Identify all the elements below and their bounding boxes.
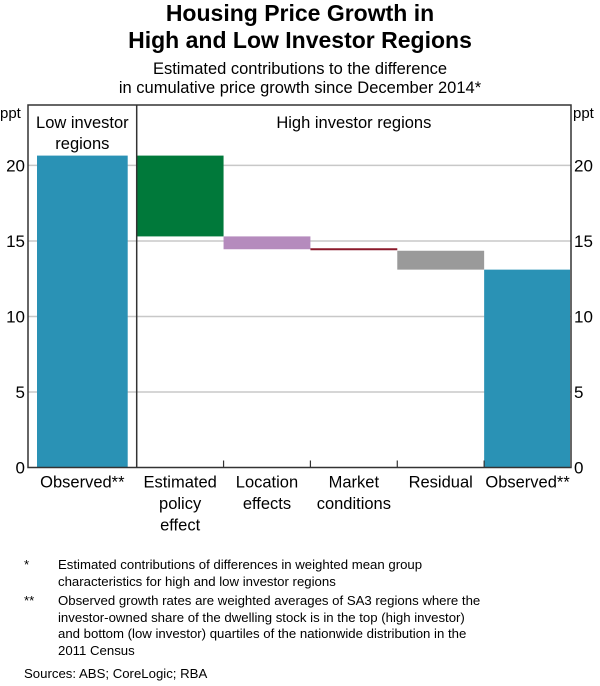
x-category-label: Market	[329, 474, 380, 492]
y-tick-label-right: 10	[574, 307, 593, 326]
chart-subtitle-line-1: Estimated contributions to the differenc…	[152, 60, 448, 78]
footnote-2-mark: **	[24, 593, 35, 608]
x-category-label: Estimated	[143, 474, 216, 492]
footnote-2-line: 2011 Census	[58, 642, 135, 658]
footnote-2-line: and bottom (low investor) quartiles of t…	[58, 626, 467, 641]
y-tick-label-left: 10	[6, 307, 25, 326]
x-category-label: Residual	[409, 474, 473, 492]
y-tick-label-left: 0	[16, 459, 25, 478]
footnote-1-mark: *	[24, 557, 30, 572]
bar-location-effects	[223, 236, 311, 250]
footnote-1-text: Estimated contributions of differences i…	[58, 557, 584, 590]
y-tick-label-right: 20	[574, 156, 593, 175]
y-tick-label-right: 15	[574, 232, 593, 251]
footnote-2-line: investor-owned share of the dwelling sto…	[58, 609, 465, 625]
x-category-label: Location	[236, 474, 298, 492]
y-axis-label-right: ppt	[573, 105, 595, 122]
plot-frame	[27, 104, 572, 469]
x-category-label: conditions	[317, 495, 391, 513]
chart-title-line-2: High and Low Investor Regions	[128, 27, 472, 53]
chart-subtitle-line-2: in cumulative price growth since Decembe…	[118, 79, 482, 97]
x-category-label: effects	[243, 495, 291, 513]
bar-estimated-policy-effect	[136, 155, 224, 237]
chart-title-line-1: Housing Price Growth in	[165, 0, 435, 26]
panel-label-low-investor: regions	[55, 135, 109, 153]
footnote-2-line: Observed growth rates are weighted avera…	[58, 593, 481, 608]
y-tick-label-right: 0	[574, 459, 583, 478]
panel-label-low-investor: Low investor	[36, 114, 129, 132]
sources: Sources: ABS; CoreLogic; RBA	[24, 666, 208, 681]
footnote-1-line: Estimated contributions of differences i…	[58, 557, 423, 572]
bar-observed	[37, 155, 128, 468]
bar-market-conditions	[310, 248, 398, 251]
y-axis-label-left: ppt	[0, 105, 22, 122]
waterfall-chart: 0 0 5 5 10 10 15 15 20 20 ppt ppt Low investor region…	[0, 104, 595, 535]
x-category-label: Observed**	[485, 474, 570, 492]
panel-label-high-investor: High investor regions	[276, 114, 431, 132]
footnote-2: ** Observed growth rates are weighted av…	[24, 593, 584, 659]
y-tick-label-right: 5	[574, 383, 583, 402]
footnotes: * Estimated contributions of differences…	[24, 557, 584, 662]
bar-residual	[397, 250, 485, 270]
bar-observed	[484, 269, 570, 468]
y-tick-label-left: 20	[6, 156, 25, 175]
y-tick-label-left: 15	[6, 232, 25, 251]
x-category-label: policy	[159, 495, 202, 513]
x-category-label: effect	[160, 517, 200, 535]
footnote-1-line: characteristics for high and low investo…	[58, 573, 336, 589]
footnote-2-text: Observed growth rates are weighted avera…	[58, 593, 584, 659]
x-category-label: Observed**	[40, 474, 125, 492]
footnote-1: * Estimated contributions of differences…	[24, 557, 584, 590]
y-tick-label-left: 5	[16, 383, 25, 402]
